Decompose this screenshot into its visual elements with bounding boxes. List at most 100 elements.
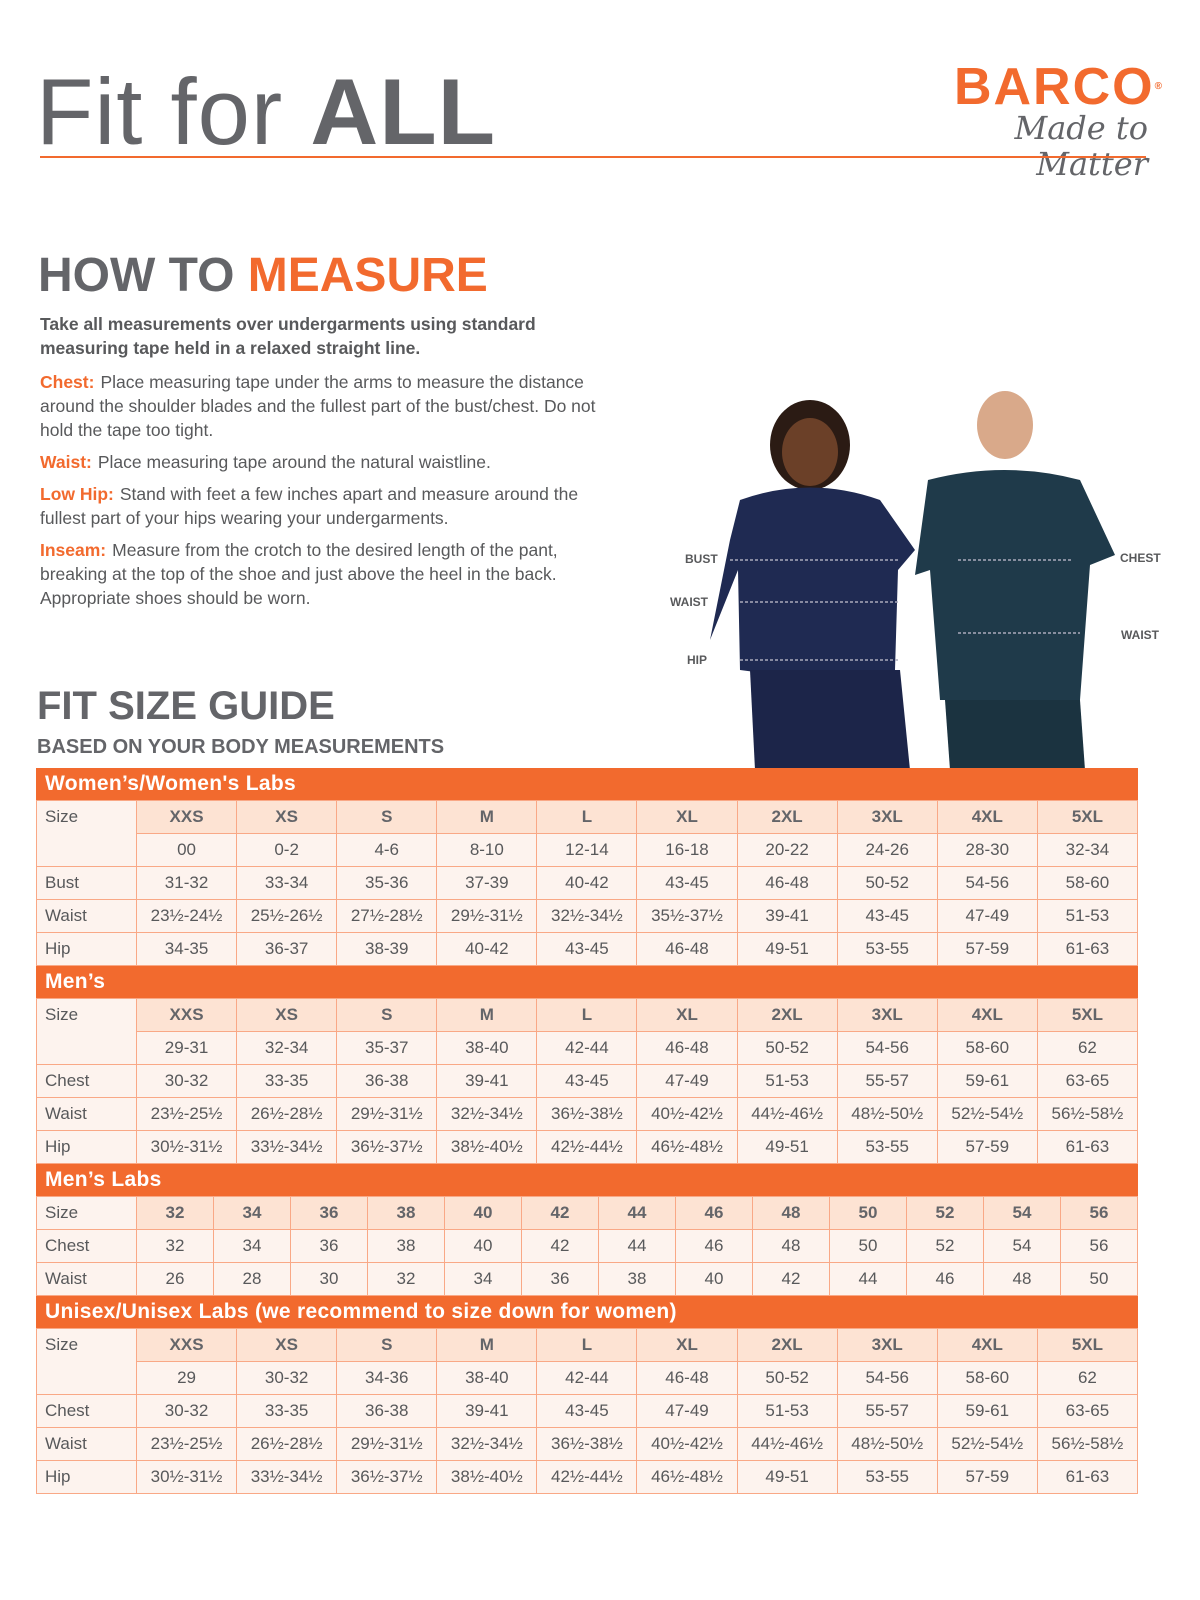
measurement-cell: 52 — [906, 1229, 984, 1263]
measurement-cell: 53-55 — [836, 1460, 938, 1494]
instruction-waist: Waist: Place measuring tape around the na… — [40, 450, 610, 474]
instruction-label: Inseam: — [40, 540, 107, 560]
measurement-cell: 23½-24½ — [135, 899, 238, 933]
measurement-cell: 43-45 — [636, 866, 738, 900]
table-row: 29-31 32-34 35-37 38-40 42-44 46-48 50-52 54-56… — [37, 1031, 1139, 1065]
size-table: Size 32 34 36 38 40 42 44 46 48 50 52 54 56 Chest 32 34 3… — [36, 1196, 1138, 1296]
measurement-cell: 40½-42½ — [636, 1427, 738, 1461]
man-figure — [915, 391, 1115, 770]
measurement-cell: 38½-40½ — [436, 1460, 538, 1494]
waist-label-men: WAIST — [1121, 628, 1159, 642]
numeric-size-cell: 24-26 — [836, 833, 938, 867]
measurement-cell: 48 — [752, 1229, 830, 1263]
size-header-cell: 3XL — [836, 998, 938, 1032]
numeric-size-cell: 32-34 — [236, 1031, 338, 1065]
measurement-cell: 26½-28½ — [236, 1097, 338, 1131]
numeric-size-cell: 34-36 — [336, 1361, 438, 1395]
row-label: Size — [36, 1196, 137, 1230]
size-header-cell: 5XL — [1036, 998, 1139, 1032]
measurement-cell: 63-65 — [1036, 1064, 1139, 1098]
measurement-cell: 37-39 — [436, 866, 538, 900]
measurement-cell: 46 — [675, 1229, 753, 1263]
size-header-cell: L — [536, 998, 638, 1032]
measurement-cell: 53-55 — [836, 1130, 938, 1164]
size-table: Size XXS XS S M L XL 2XL 3XL 4XL 5XL 29-31 32-34 35-3… — [36, 998, 1139, 1164]
measurement-cell: 33-35 — [236, 1064, 338, 1098]
measurement-cell: 38-39 — [336, 932, 438, 966]
size-header-cell: 4XL — [936, 1328, 1038, 1362]
size-header-cell: 48 — [752, 1196, 830, 1230]
measurement-cell: 39-41 — [436, 1394, 538, 1428]
size-header-cell: 5XL — [1036, 1328, 1139, 1362]
size-header-cell: 2XL — [736, 800, 838, 834]
measurement-cell: 50 — [1060, 1262, 1138, 1296]
size-header-cell: 4XL — [936, 998, 1038, 1032]
waist-label-women: WAIST — [670, 595, 708, 609]
measurement-cell: 46-48 — [736, 866, 838, 900]
fit-size-guide-subtitle: BASED ON YOUR BODY MEASUREMENTS — [37, 736, 445, 758]
brand-name: BARCO — [953, 58, 1155, 116]
measurement-cell: 29½-31½ — [336, 1097, 438, 1131]
measurement-cell: 44 — [598, 1229, 676, 1263]
measurement-cell: 23½-25½ — [135, 1427, 238, 1461]
size-section: Men’s Labs Size 32 34 36 38 40 42 44 46 48 50 52 54 56… — [36, 1164, 1138, 1296]
row-label: Hip — [36, 1460, 137, 1494]
size-header-cell: 5XL — [1036, 800, 1139, 834]
measurement-cell: 30-32 — [135, 1394, 238, 1428]
measurement-cell: 40-42 — [436, 932, 538, 966]
measurement-cell: 34 — [213, 1229, 291, 1263]
table-row: Waist 23½-25½ 26½-28½ 29½-31½ 32½-34½ 36½-38½… — [36, 1097, 1139, 1131]
brand-tagline: Made to Matter — [1014, 109, 1148, 183]
section-title: Men’s Labs — [36, 1164, 1138, 1196]
numeric-size-cell: 30-32 — [236, 1361, 338, 1395]
size-table: Size XXS XS S M L XL 2XL 3XL 4XL 5XL 29 30-32 34-36 38… — [36, 1328, 1139, 1494]
table-row: Bust 31-32 33-34 35-36 37-39 40-42 43-45 46-48 5… — [36, 866, 1139, 900]
row-label: Waist — [36, 899, 137, 933]
measurement-cell: 30½-31½ — [135, 1460, 238, 1494]
intro-text: Take all measurements over undergarments… — [40, 314, 536, 358]
size-header-cell: S — [336, 1328, 438, 1362]
header-divider — [40, 156, 1146, 158]
table-row: Size XXS XS S M L XL 2XL 3XL 4XL 5XL — [36, 1328, 1139, 1395]
numeric-size-cell: 54-56 — [836, 1361, 938, 1395]
numeric-size-cell: 58-60 — [936, 1361, 1038, 1395]
size-header-cell: 38 — [367, 1196, 445, 1230]
measurement-cell: 49-51 — [736, 1130, 838, 1164]
row-label: Size — [36, 1328, 137, 1395]
measurement-cell: 30-32 — [135, 1064, 238, 1098]
size-header-cell: M — [436, 998, 538, 1032]
measurement-cell: 56 — [1060, 1229, 1138, 1263]
measurement-cell: 57-59 — [936, 1460, 1038, 1494]
size-header-cell: 56 — [1060, 1196, 1138, 1230]
row-label: Hip — [36, 1130, 137, 1164]
row-label: Bust — [36, 866, 137, 900]
measurement-cell: 32½-34½ — [436, 1097, 538, 1131]
heading-part: HOW TO — [38, 249, 248, 302]
size-header-cell: 34 — [213, 1196, 291, 1230]
measurement-cell: 51-53 — [736, 1394, 838, 1428]
numeric-size-cell: 4-6 — [336, 833, 438, 867]
instruction-label: Chest: — [40, 372, 95, 392]
registered-mark: ® — [1154, 81, 1164, 92]
size-header-cell: 50 — [829, 1196, 907, 1230]
size-header-cell: S — [336, 998, 438, 1032]
measurement-cell: 39-41 — [436, 1064, 538, 1098]
measurement-cell: 26 — [136, 1262, 214, 1296]
numeric-size-cell: 38-40 — [436, 1031, 538, 1065]
numeric-size-cell: 20-22 — [736, 833, 838, 867]
size-header-cell: L — [536, 1328, 638, 1362]
measurement-cell: 59-61 — [936, 1064, 1038, 1098]
numeric-size-cell: 32-34 — [1036, 833, 1139, 867]
numeric-size-cell: 42-44 — [536, 1361, 638, 1395]
measurement-cell: 52½-54½ — [936, 1097, 1038, 1131]
numeric-size-cell: 62 — [1036, 1031, 1139, 1065]
title-bold: ALL — [310, 59, 497, 164]
measurement-cell: 50 — [829, 1229, 907, 1263]
measurement-cell: 61-63 — [1036, 1130, 1139, 1164]
size-header-cell: 2XL — [736, 1328, 838, 1362]
measurement-cell: 36½-38½ — [536, 1097, 638, 1131]
measurement-cell: 58-60 — [1036, 866, 1139, 900]
measurement-cell: 32½-34½ — [536, 899, 638, 933]
measurement-cell: 42½-44½ — [536, 1460, 638, 1494]
barco-logo: BARCO® Made to Matter — [944, 60, 1164, 182]
